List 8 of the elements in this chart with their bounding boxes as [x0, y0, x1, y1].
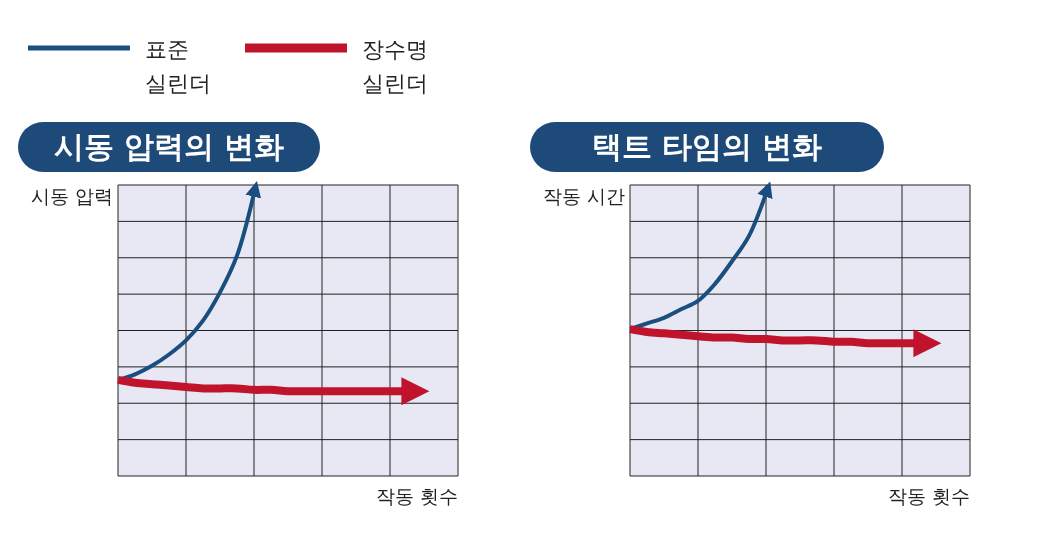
legend-label: 장수명 실린더 — [362, 37, 428, 96]
chart-title: 택트 타임의 변화 — [591, 129, 823, 164]
y-axis-title: 시동 압력 — [30, 185, 113, 207]
x-axis-title: 작동 횟수 — [887, 485, 970, 507]
legend-label: 표준 실린더 — [145, 37, 211, 96]
chart-title: 시동 압력의 변화 — [53, 129, 285, 164]
y-axis-title: 작동 시간 — [542, 185, 625, 207]
x-axis-title: 작동 횟수 — [375, 485, 458, 507]
